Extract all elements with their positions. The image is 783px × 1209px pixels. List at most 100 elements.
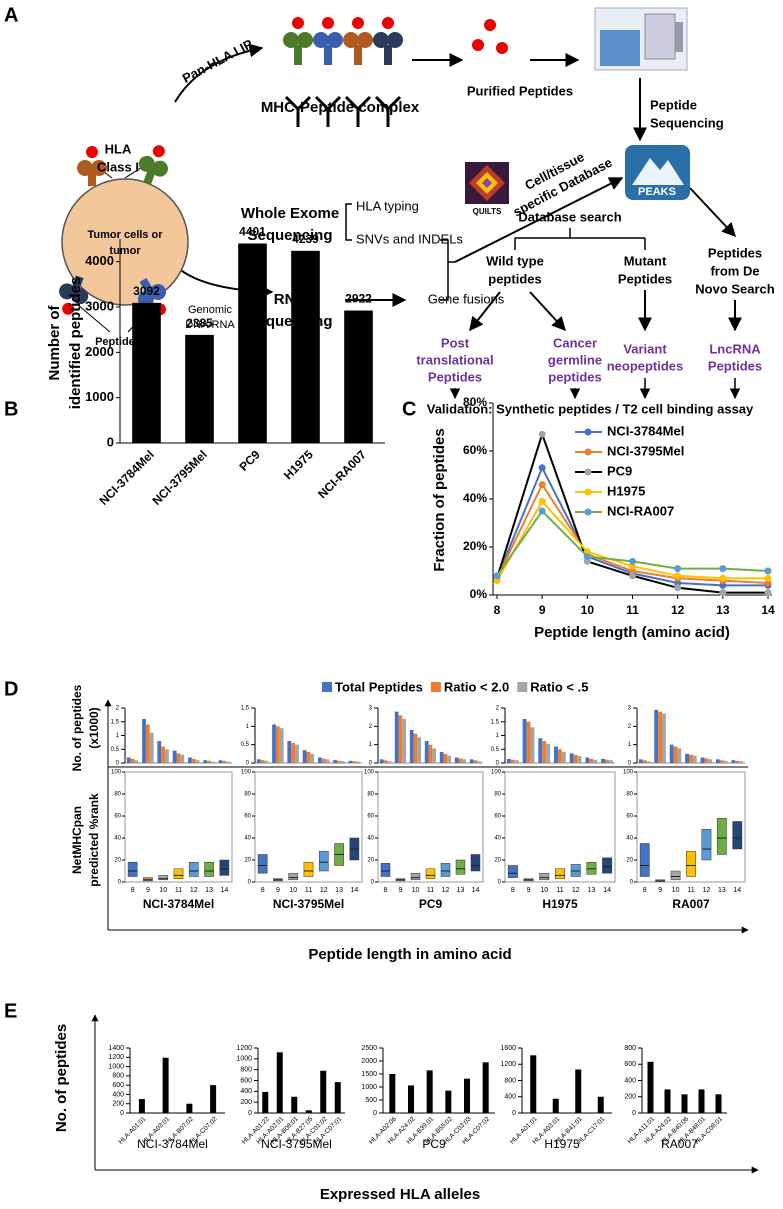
bar xyxy=(506,758,511,763)
bar xyxy=(469,759,474,763)
bar xyxy=(321,758,326,763)
bar xyxy=(708,759,713,763)
y-axis-label: Fraction of peptides xyxy=(431,428,448,571)
wild-label: Wild type xyxy=(486,253,544,268)
bar xyxy=(165,749,169,763)
bar xyxy=(700,757,705,763)
y-tick-label: 40 xyxy=(494,836,501,842)
bar xyxy=(561,752,566,763)
x-tick-label: 12 xyxy=(190,887,198,894)
bar xyxy=(681,1094,688,1113)
bar xyxy=(295,744,299,763)
x-tick-label: 11 xyxy=(556,887,563,894)
bar xyxy=(664,1089,671,1113)
panel-name: NCI-3784Mel xyxy=(143,897,214,911)
y-tick-label: 400 xyxy=(624,1077,636,1084)
bar xyxy=(445,1090,452,1113)
x-tick-label: 8 xyxy=(261,887,265,894)
y-tick-label: 0 xyxy=(118,880,122,886)
y-tick-label: 0 xyxy=(496,761,500,767)
box xyxy=(701,828,712,861)
marker xyxy=(719,565,727,573)
y-tick-label: 20 xyxy=(494,858,501,864)
bar xyxy=(291,250,320,443)
bar xyxy=(149,732,154,763)
y-tick-label: 1400 xyxy=(108,1045,124,1052)
purified-label: Purified Peptides xyxy=(467,83,573,98)
peaks-label: PEAKS xyxy=(638,186,676,198)
bar xyxy=(276,1052,283,1113)
bar xyxy=(210,761,215,763)
box xyxy=(127,861,138,877)
data-label: 4401 xyxy=(239,225,266,239)
x-tick-label: 12 xyxy=(442,887,450,894)
bar xyxy=(464,1078,470,1113)
x-tick-label: PC9 xyxy=(236,447,263,474)
y-tick-label: 1600 xyxy=(500,1045,516,1052)
marker xyxy=(764,567,772,575)
y-tick-label: 80 xyxy=(494,792,501,798)
y-tick-label: 2000 xyxy=(361,1058,377,1065)
y-tick-label: 80 xyxy=(367,792,374,798)
y-tick-label: 1000 xyxy=(236,1056,252,1063)
bar xyxy=(601,758,606,763)
bar xyxy=(262,1091,269,1113)
y-tick-label: 40% xyxy=(463,491,487,505)
x-tick-label: 8 xyxy=(384,887,388,894)
bar xyxy=(593,759,598,763)
ptm-label: Peptides xyxy=(428,369,482,384)
bar xyxy=(272,724,276,763)
denovo-label: from De xyxy=(710,263,759,278)
bar xyxy=(161,746,166,763)
bar xyxy=(417,737,422,763)
panel-name: NCI-3795Mel xyxy=(261,1137,332,1151)
box-frame xyxy=(377,771,484,883)
box xyxy=(602,857,613,874)
legend-marker xyxy=(584,468,592,476)
sequencing-label: Peptide xyxy=(650,97,697,112)
marker xyxy=(583,553,591,561)
y-tick-label: 0 xyxy=(512,1110,516,1117)
marker xyxy=(629,572,636,580)
peptides-label: Peptides xyxy=(95,336,141,348)
y-tick-label: 2 xyxy=(628,724,632,730)
y-tick-label: 2 xyxy=(369,724,373,730)
box xyxy=(288,872,299,881)
bar xyxy=(413,733,418,763)
y-tick-label: 200 xyxy=(112,1101,124,1108)
x-tick-label: 14 xyxy=(603,887,611,894)
y-tick-label: 3 xyxy=(369,706,373,712)
box-frame xyxy=(124,771,233,883)
bar xyxy=(530,1055,537,1113)
y-tick-label: 0.5 xyxy=(111,747,120,753)
bar xyxy=(226,761,231,763)
bar xyxy=(647,1061,654,1113)
box xyxy=(380,863,391,877)
box xyxy=(204,861,214,877)
y-tick-label: 0 xyxy=(248,880,252,886)
x-tick-label: 10 xyxy=(540,887,548,894)
box xyxy=(555,868,565,879)
marker xyxy=(538,430,546,438)
marker xyxy=(719,574,727,582)
x-tick-label: 14 xyxy=(472,887,480,894)
y-tick-label: 800 xyxy=(240,1067,252,1074)
bar xyxy=(646,761,651,763)
x-axis-label: Expressed HLA alleles xyxy=(320,1186,480,1203)
neo-label: neopeptides xyxy=(607,358,684,373)
x-tick-label: 14 xyxy=(733,887,741,894)
legend-swatch xyxy=(430,682,441,692)
bar xyxy=(428,744,433,763)
bar xyxy=(379,759,384,763)
panel-name: NCI-3784Mel xyxy=(137,1137,208,1151)
bar xyxy=(538,738,543,763)
y-tick-label: 1.5 xyxy=(111,719,120,725)
legend-label: Ratio < 2.0 xyxy=(444,679,509,694)
y-tick-label: 100 xyxy=(241,770,252,776)
data-label: 4239 xyxy=(292,232,319,246)
y-tick-label: 400 xyxy=(504,1094,516,1101)
marker xyxy=(764,589,772,597)
bar xyxy=(187,757,192,763)
bar xyxy=(207,760,211,763)
wild-label: peptides xyxy=(488,271,541,286)
